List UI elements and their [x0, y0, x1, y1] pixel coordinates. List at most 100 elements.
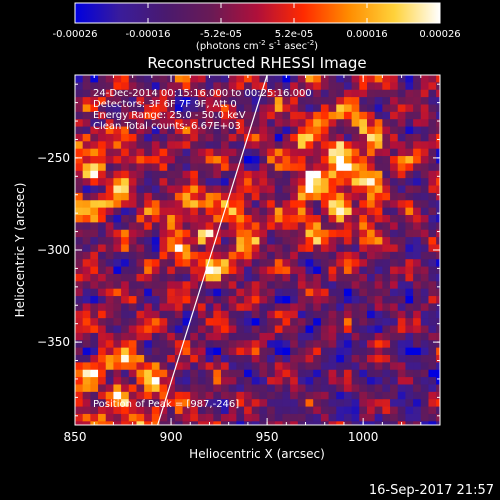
heatmap-cell [405, 185, 414, 194]
heatmap-cell [151, 318, 161, 327]
heatmap-cell [413, 266, 422, 275]
heatmap-cell [221, 89, 230, 98]
heatmap-cell [436, 296, 440, 305]
heatmap-cell [282, 347, 291, 356]
heatmap-cell [413, 215, 422, 223]
heatmap-cell [144, 355, 153, 363]
heatmap-cell [128, 75, 138, 83]
heatmap-cell [159, 237, 168, 246]
heatmap-cell [374, 222, 383, 231]
heatmap-cell [113, 75, 122, 83]
heatmap-cell [351, 170, 360, 179]
heatmap-cell [282, 200, 291, 209]
heatmap-cell [121, 163, 130, 172]
heatmap-cell [397, 215, 407, 223]
heatmap-cell [205, 148, 214, 157]
heatmap-cell [190, 126, 199, 135]
heatmap-cell [320, 119, 330, 128]
heatmap-cell [305, 288, 314, 297]
heatmap-cell [259, 384, 268, 393]
heatmap-cell [436, 126, 440, 135]
heatmap-cell [98, 251, 107, 260]
heatmap-cell [259, 340, 268, 349]
heatmap-cell [267, 222, 276, 231]
heatmap-cell [113, 141, 122, 150]
heatmap-cell [428, 413, 437, 422]
heatmap-cell [174, 413, 184, 422]
heatmap-cell [98, 156, 107, 165]
heatmap-cell [75, 229, 84, 238]
heatmap-cell [244, 156, 253, 165]
heatmap-cell [428, 384, 437, 393]
heatmap-cell [197, 111, 207, 120]
heatmap-cell [351, 413, 360, 422]
heatmap-cell [75, 362, 84, 371]
heatmap-cell [90, 133, 99, 142]
heatmap-cell [343, 259, 353, 268]
heatmap-cell [290, 82, 299, 91]
heatmap-cell [305, 111, 314, 120]
heatmap-cell [228, 111, 237, 120]
heatmap-cell [259, 156, 268, 165]
heatmap-cell [75, 310, 84, 319]
heatmap-cell [174, 82, 184, 91]
heatmap-cell [259, 296, 268, 305]
heatmap-cell [167, 89, 176, 98]
heatmap-cell [374, 111, 383, 120]
heatmap-cell [174, 421, 184, 425]
heatmap-cell [343, 413, 353, 422]
x-tick-label: 850 [64, 430, 87, 444]
heatmap-cell [128, 362, 138, 371]
heatmap-cell [436, 288, 440, 297]
heatmap-cell [251, 185, 261, 194]
heatmap-cell [313, 273, 322, 282]
heatmap-cell [390, 104, 399, 113]
heatmap-cell [213, 399, 222, 408]
heatmap-cell [144, 391, 153, 400]
heatmap-cell [297, 89, 307, 98]
heatmap-cell [336, 141, 345, 150]
heatmap-cell [121, 421, 130, 425]
heatmap-cell [413, 259, 422, 268]
heatmap-cell [121, 325, 130, 334]
heatmap-cell [313, 421, 322, 425]
heatmap-cell [174, 192, 184, 201]
heatmap-cell [274, 133, 284, 142]
heatmap-cell [282, 207, 291, 216]
heatmap-cell [121, 141, 130, 150]
heatmap-cell [144, 310, 153, 319]
heatmap-cell [374, 156, 383, 165]
heatmap-cell [297, 185, 307, 194]
heatmap-cell [221, 104, 230, 113]
heatmap-cell [436, 192, 440, 201]
heatmap-cell [397, 141, 407, 150]
heatmap-cell [228, 347, 237, 356]
heatmap-cell [182, 310, 191, 319]
heatmap-cell [259, 207, 268, 216]
heatmap-cell [136, 413, 145, 422]
heatmap-cell [197, 296, 207, 305]
heatmap-cell [413, 310, 422, 319]
heatmap-cell [213, 126, 222, 135]
heatmap-cell [105, 413, 115, 422]
heatmap-cell [305, 369, 314, 378]
heatmap-cell [151, 133, 161, 142]
heatmap-cell [98, 75, 107, 83]
heatmap-cell [405, 347, 414, 356]
heatmap-cell [182, 111, 191, 120]
heatmap-cell [420, 399, 430, 408]
heatmap-cell [244, 303, 253, 312]
heatmap-cell [428, 406, 437, 415]
heatmap-cell [420, 288, 430, 297]
heatmap-cell [428, 119, 437, 128]
heatmap-cell [336, 377, 345, 386]
heatmap-cell [213, 200, 222, 209]
heatmap-cell [213, 222, 222, 231]
heatmap-cell [105, 266, 115, 275]
heatmap-cell [75, 384, 84, 393]
heatmap-cell [267, 156, 276, 165]
heatmap-cell [367, 391, 376, 400]
heatmap-cell [267, 266, 276, 275]
heatmap-cell [313, 148, 322, 157]
heatmap-cell [197, 347, 207, 356]
